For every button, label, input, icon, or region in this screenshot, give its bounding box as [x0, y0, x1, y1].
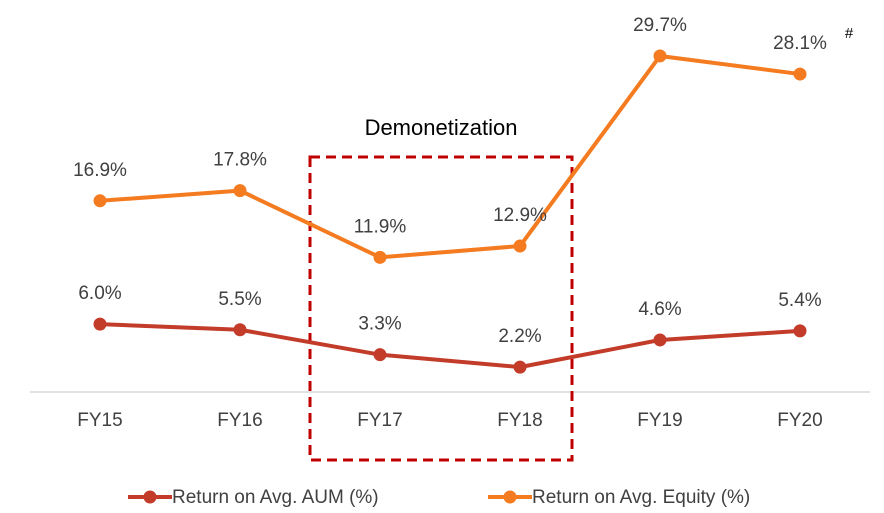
point: [653, 49, 667, 63]
x-tick-label: FY15: [77, 410, 122, 431]
data-label: 6.0%: [78, 283, 121, 304]
data-label: 17.8%: [213, 150, 267, 171]
line: [99, 53, 801, 260]
point: [233, 184, 247, 198]
point: [373, 250, 387, 264]
point: [793, 324, 807, 338]
x-tick-label: FY18: [497, 410, 542, 431]
data-label: 5.5%: [218, 289, 261, 310]
annotation: Demonetization: [365, 115, 518, 140]
data-label: 28.1%: [773, 33, 827, 54]
data-label: 3.3%: [358, 314, 401, 335]
point: [513, 360, 527, 374]
point: [233, 323, 247, 337]
highlight-box: [308, 155, 574, 462]
data-label: 11.9%: [354, 216, 407, 237]
legend-marker: [143, 490, 157, 504]
annotation: #: [845, 25, 854, 42]
point: [373, 348, 387, 362]
x-tick-label: FY19: [637, 410, 682, 431]
data-label: 12.9%: [493, 205, 547, 226]
point: [653, 333, 667, 347]
point: [793, 67, 807, 81]
data-label: 5.4%: [778, 290, 821, 311]
x-tick-label: FY17: [357, 410, 402, 431]
point: [93, 194, 107, 208]
data-label: 4.6%: [638, 299, 681, 320]
legend-label: Return on Avg. Equity (%): [532, 487, 750, 508]
point: [513, 239, 527, 253]
x-tick-label: FY20: [777, 410, 822, 431]
point: [93, 317, 107, 331]
x-tick-label: FY16: [217, 410, 262, 431]
legend-label: Return on Avg. AUM (%): [172, 487, 379, 508]
data-label: 16.9%: [73, 160, 127, 181]
line: [99, 322, 801, 370]
legend-marker: [503, 490, 517, 504]
data-label: 29.7%: [633, 15, 687, 36]
data-label: 2.2%: [498, 326, 541, 347]
